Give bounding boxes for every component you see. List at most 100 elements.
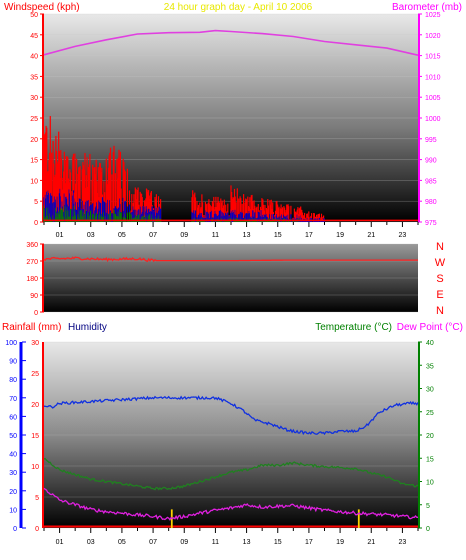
hour-tick-label: 09 [180,232,188,239]
hour-tick-label: 23 [399,539,407,546]
hour-tick-label: 01 [56,232,64,239]
hour-tick-label: 21 [367,232,375,239]
windspeed-tick-label: 35 [30,74,38,81]
hour-tick-label: 03 [87,539,95,546]
windspeed-tick-label: 30 [30,95,38,102]
humidity-tick-label: 20 [9,489,17,496]
barometer-tick-label: 980 [425,199,437,206]
temperature-tick-label: 35 [426,363,434,370]
temperature-tick-label: 25 [426,410,434,417]
temperature-tick-label: 40 [426,340,434,347]
wind-direction-line [43,256,418,263]
hour-tick-label: 17 [305,232,313,239]
compass-label-w: W [435,257,446,269]
barometer-series-line [43,29,419,56]
graph-date-title: 24 hour graph day - April 10 2006 [164,2,313,13]
humidity-tick-label: 10 [9,507,17,514]
direction-tick-label: 0 [34,310,38,317]
windspeed-tick-label: 50 [30,12,38,19]
humidity-title: Humidity [68,322,107,333]
rainfall-tick-label: 15 [31,433,39,440]
direction-tick-label: 90 [30,293,38,300]
compass-label-s: S [436,273,443,285]
barometer-title: Barometer (mb) [392,2,462,13]
humidity-tick-label: 40 [9,452,17,459]
hour-tick-label: 13 [243,232,251,239]
compass-label-e: E [436,289,443,301]
windspeed-tick-label: 10 [30,178,38,185]
rainfall-title: Rainfall (mm) [2,322,61,333]
hour-tick-label: 11 [212,232,219,239]
temperature-tick-label: 0 [426,526,430,533]
temperature-title: Temperature (°C) [315,322,392,333]
direction-tick-label: 360 [26,242,38,249]
rainfall-tick-label: 0 [35,526,39,533]
barometer-tick-label: 1015 [425,54,441,61]
barometer-tick-label: 1025 [425,12,441,19]
windspeed-tick-label: 5 [34,199,38,206]
dewpoint-series-line [43,487,418,521]
barometer-tick-label: 995 [425,137,437,144]
windspeed-tick-label: 0 [34,220,38,227]
temperature-tick-label: 30 [426,387,434,394]
windspeed-tick-label: 45 [30,33,38,40]
barometer-tick-label: 1010 [425,74,441,81]
hour-tick-label: 07 [149,232,157,239]
temperature-tick-label: 10 [426,480,434,487]
hour-tick-label: 11 [212,539,219,546]
humidity-temperature-chart: 0102030405060708090100051015202530051015… [5,340,434,546]
barometer-tick-label: 1005 [425,95,441,102]
hour-tick-label: 05 [118,539,126,546]
hour-tick-label: 23 [399,232,407,239]
humidity-series-line [43,395,419,436]
barometer-tick-label: 1000 [425,116,441,123]
hour-tick-label: 01 [56,539,64,546]
hour-tick-label: 21 [367,539,375,546]
windspeed-tick-label: 20 [30,137,38,144]
humidity-tick-label: 60 [9,414,17,421]
rainfall-tick-label: 25 [31,371,39,378]
hour-tick-label: 09 [180,539,188,546]
barometer-tick-label: 1020 [425,33,441,40]
compass-label-n-bottom: N [436,305,444,317]
temperature-tick-label: 20 [426,433,434,440]
humidity-tick-label: 90 [9,359,17,366]
rainfall-tick-label: 10 [31,464,39,471]
wind-direction-chart: 0 90 180 270 360 [26,242,418,317]
humidity-tick-label: 50 [9,433,17,440]
hour-tick-label: 19 [336,539,344,546]
humidity-tick-label: 70 [9,396,17,403]
rainfall-tick-label: 5 [35,495,39,502]
barometer-tick-label: 985 [425,178,437,185]
direction-tick-label: 180 [26,276,38,283]
dewpoint-title: Dew Point (°C) [397,322,463,333]
hour-tick-label: 05 [118,232,126,239]
windspeed-tick-label: 25 [30,116,38,123]
barometer-tick-label: 990 [425,158,437,165]
humidity-tick-label: 100 [5,340,17,347]
rainfall-tick-label: 30 [31,340,39,347]
windspeed-tick-label: 15 [30,158,38,165]
hour-tick-label: 07 [149,539,157,546]
humidity-tick-label: 80 [9,377,17,384]
hour-tick-label: 15 [274,539,282,546]
hour-tick-label: 03 [87,232,95,239]
humidity-plot-area [44,342,418,528]
wind-barometer-chart: 0510152025303540455097598098599099510001… [30,12,440,239]
humidity-tick-label: 0 [13,526,17,533]
temperature-tick-label: 5 [426,503,430,510]
humidity-tick-label: 30 [9,470,17,477]
windspeed-tick-label: 40 [30,54,38,61]
hour-tick-label: 15 [274,232,282,239]
rainfall-tick-label: 20 [31,402,39,409]
hour-tick-label: 13 [243,539,251,546]
direction-tick-label: 270 [26,259,38,266]
hour-tick-label: 17 [305,539,313,546]
temperature-tick-label: 15 [426,456,434,463]
barometer-tick-label: 975 [425,220,437,227]
windspeed-title: Windspeed (kph) [4,2,80,13]
compass-label-n-top: N [436,241,444,253]
hour-tick-label: 19 [336,232,344,239]
